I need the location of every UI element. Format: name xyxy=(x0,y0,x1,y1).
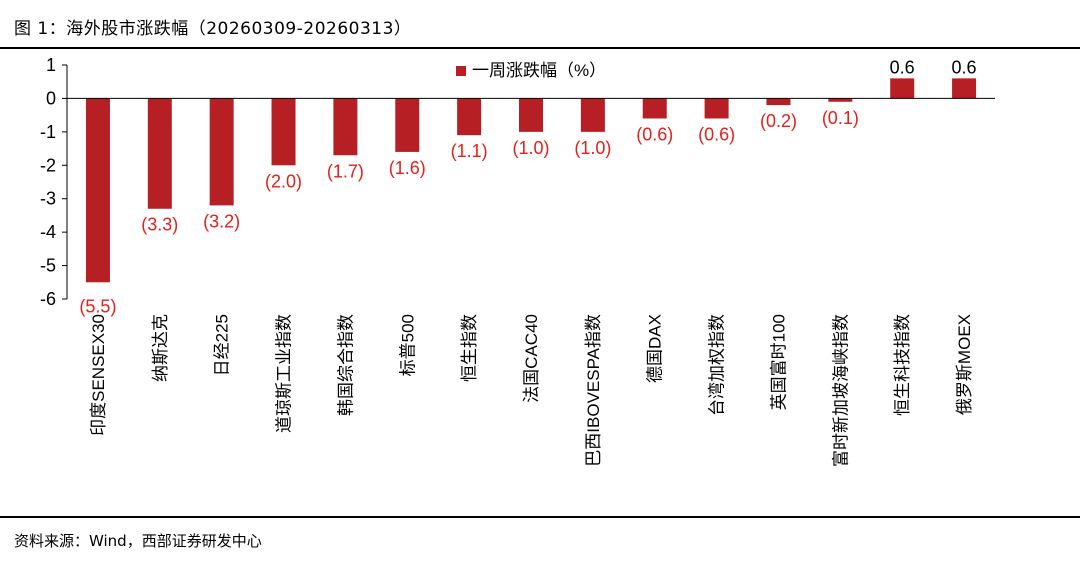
category-label: 英国富时100 xyxy=(769,314,788,410)
y-tick-label: 0 xyxy=(46,88,56,108)
bar xyxy=(952,78,977,99)
data-label: (0.2) xyxy=(760,111,797,131)
y-tick-label: -1 xyxy=(40,122,56,142)
legend-label: 一周涨跌幅（%） xyxy=(472,61,606,80)
category-label: 法国CAC40 xyxy=(522,314,541,403)
data-label: (0.6) xyxy=(698,124,735,144)
category-label: 韩国综合指数 xyxy=(336,314,355,416)
category-label: 俄罗斯MOEX xyxy=(955,314,974,415)
data-label: (3.3) xyxy=(141,215,178,235)
category-label: 恒生科技指数 xyxy=(893,314,912,416)
y-tick-label: -5 xyxy=(40,256,56,276)
data-label: (1.1) xyxy=(451,141,488,161)
bar xyxy=(457,98,482,136)
bar xyxy=(704,98,729,119)
data-label: (0.1) xyxy=(822,108,859,128)
category-label: 标普500 xyxy=(398,314,417,376)
bar xyxy=(766,98,791,106)
bottom-rule xyxy=(0,516,1080,518)
category-label: 印度SENSEX30 xyxy=(89,314,108,436)
y-tick-label: 1 xyxy=(46,55,56,75)
data-label: (1.7) xyxy=(327,161,364,181)
category-label: 纳斯达克 xyxy=(151,314,170,382)
y-tick-label: -4 xyxy=(40,222,56,242)
category-label: 日经225 xyxy=(213,314,232,376)
bar xyxy=(333,98,358,156)
data-label: (3.2) xyxy=(203,211,240,231)
bar xyxy=(890,78,915,99)
category-label: 巴西IBOVESPA指数 xyxy=(584,314,603,467)
data-label: (5.5) xyxy=(79,296,116,316)
category-label: 富时新加坡海峡指数 xyxy=(831,314,850,467)
source-note: 资料来源：Wind，西部证券研发中心 xyxy=(14,532,262,550)
bar xyxy=(395,98,420,152)
bar xyxy=(209,98,234,206)
data-label: 0.6 xyxy=(890,57,915,77)
bar xyxy=(580,98,605,132)
bar xyxy=(85,98,110,283)
bar-chart: 1 0 -1 -2 -3 -4 -5 -6 (5.5)印度SENSEX30 (3.3) 纳斯达克 (3… xyxy=(40,55,995,467)
data-label: (1.6) xyxy=(389,158,426,178)
data-label: (0.6) xyxy=(636,124,673,144)
category-label: 恒生指数 xyxy=(460,314,479,382)
data-label: (1.0) xyxy=(512,138,549,158)
y-tick-label: -6 xyxy=(40,289,56,309)
category-label: 台湾加权指数 xyxy=(708,314,727,416)
category-label: 道琼斯工业指数 xyxy=(275,314,294,433)
data-label: 0.6 xyxy=(952,57,977,77)
y-tick-label: -2 xyxy=(40,155,56,175)
top-rule xyxy=(0,47,1080,49)
y-tick-label: -3 xyxy=(40,189,56,209)
bar xyxy=(519,98,543,132)
bar xyxy=(147,98,172,209)
category-label: 德国DAX xyxy=(646,314,665,383)
bar xyxy=(642,98,667,119)
legend-swatch xyxy=(456,66,466,76)
chart-title: 图 1：海外股市涨跌幅（20260309-20260313） xyxy=(14,19,412,39)
data-label: (1.0) xyxy=(574,138,611,158)
bar xyxy=(828,98,853,102)
bar xyxy=(271,98,296,166)
data-label: (2.0) xyxy=(265,171,302,191)
